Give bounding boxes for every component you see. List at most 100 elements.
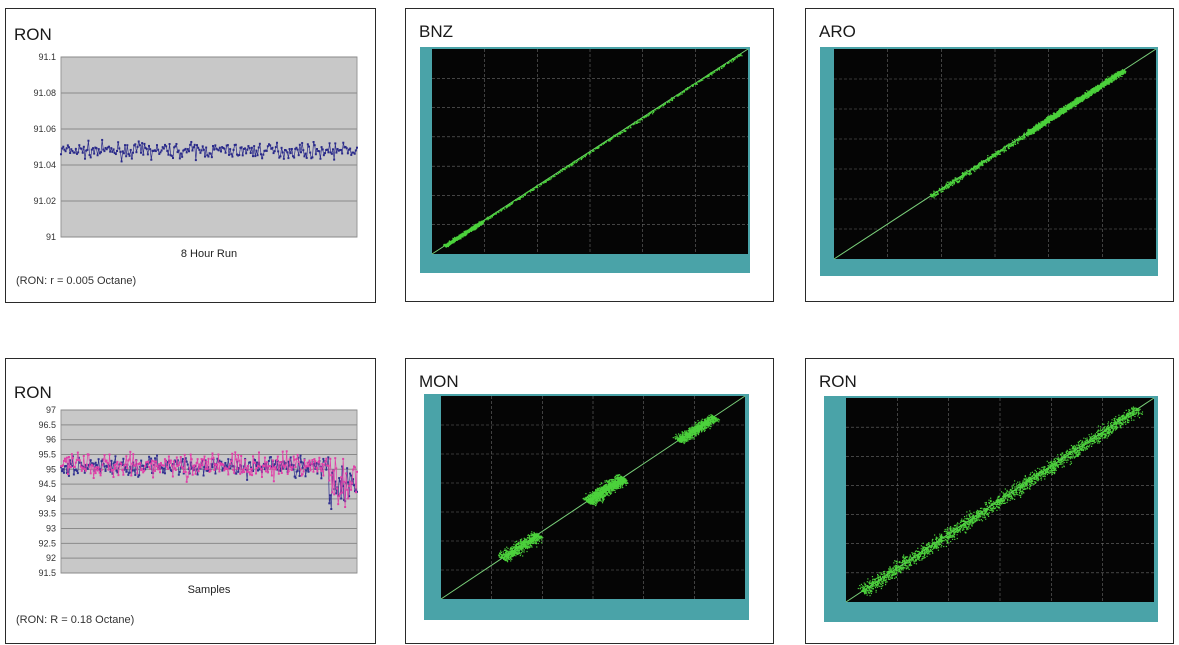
series-point	[174, 145, 176, 147]
series-point	[330, 508, 332, 510]
series-point	[255, 472, 257, 474]
series-point	[60, 153, 62, 155]
series-point	[193, 146, 195, 148]
series-point	[134, 143, 136, 145]
series-point	[202, 464, 204, 466]
y-tick-label: 96	[46, 435, 56, 445]
series-point	[109, 466, 111, 468]
y-tick-label: 95.5	[38, 449, 56, 459]
series-point	[195, 159, 197, 161]
series-point	[299, 144, 301, 146]
series-point	[189, 467, 191, 469]
series-point	[276, 459, 278, 461]
series-point	[220, 150, 222, 152]
series-point	[169, 462, 171, 464]
series-point	[281, 472, 283, 474]
series-point	[172, 157, 174, 159]
series-point	[310, 463, 312, 465]
series-point	[167, 154, 169, 156]
y-tick-label: 91.06	[33, 124, 56, 134]
series-point	[107, 462, 109, 464]
series-point	[106, 460, 108, 462]
series-point	[284, 467, 286, 469]
series-point	[254, 459, 256, 461]
series-point	[191, 150, 193, 152]
series-point	[321, 146, 323, 148]
series-point	[348, 485, 350, 487]
series-point	[350, 489, 352, 491]
series-point	[246, 479, 248, 481]
series-point	[205, 468, 207, 470]
series-point	[228, 466, 230, 468]
series-point	[159, 151, 161, 153]
y-tick-label: 94.5	[38, 479, 56, 489]
series-point	[155, 461, 157, 463]
series-point	[86, 149, 88, 151]
series-point	[113, 148, 115, 150]
series-point	[326, 149, 328, 151]
panel-ron-scatter: RON	[805, 358, 1174, 644]
series-point	[109, 151, 111, 153]
series-point	[202, 145, 204, 147]
series-point	[303, 470, 305, 472]
bnz-scatter-chart	[406, 9, 775, 303]
series-point	[169, 143, 171, 145]
series-point	[119, 151, 121, 153]
series-point	[171, 155, 173, 157]
series-point	[167, 468, 169, 470]
series-point	[270, 467, 272, 469]
series-point	[336, 487, 338, 489]
series-point	[266, 150, 268, 152]
series-point	[146, 466, 148, 468]
series-point	[297, 454, 299, 456]
series-point	[211, 452, 213, 454]
series-point	[332, 148, 334, 150]
series-point	[327, 456, 329, 458]
series-point	[289, 148, 291, 150]
series-point	[175, 143, 177, 145]
series-point	[217, 453, 219, 455]
series-point	[113, 461, 115, 463]
series-point	[278, 473, 280, 475]
series-point	[293, 157, 295, 159]
series-point	[307, 462, 309, 464]
series-point	[248, 471, 250, 473]
y-tick-label: 92.5	[38, 538, 56, 548]
series-point	[92, 147, 94, 149]
series-point	[97, 154, 99, 156]
series-point	[101, 469, 103, 471]
series-point	[122, 474, 124, 476]
series-point	[321, 463, 323, 465]
series-point	[95, 462, 97, 464]
series-point	[126, 467, 128, 469]
series-point	[187, 464, 189, 466]
series-point	[316, 473, 318, 475]
series-point	[251, 147, 253, 149]
series-point	[200, 466, 202, 468]
chart-note: (RON: R = 0.18 Octane)	[16, 614, 134, 626]
series-point	[244, 147, 246, 149]
series-point	[250, 152, 252, 154]
series-point	[206, 461, 208, 463]
series-point	[318, 150, 320, 152]
series-point	[65, 461, 67, 463]
series-point	[96, 464, 98, 466]
series-point	[315, 153, 317, 155]
series-point	[90, 459, 92, 461]
series-point	[230, 153, 232, 155]
series-point	[75, 462, 77, 464]
series-point	[297, 470, 299, 472]
series-point	[258, 451, 260, 453]
y-tick-label: 95	[46, 464, 56, 474]
series-point	[176, 456, 178, 458]
series-point	[338, 477, 340, 479]
series-point	[77, 472, 79, 474]
series-point	[230, 460, 232, 462]
series-point	[93, 477, 95, 479]
series-point	[316, 470, 318, 472]
series-point	[227, 144, 229, 146]
series-point	[255, 150, 257, 152]
series-point	[234, 451, 236, 453]
series-point	[333, 159, 335, 161]
